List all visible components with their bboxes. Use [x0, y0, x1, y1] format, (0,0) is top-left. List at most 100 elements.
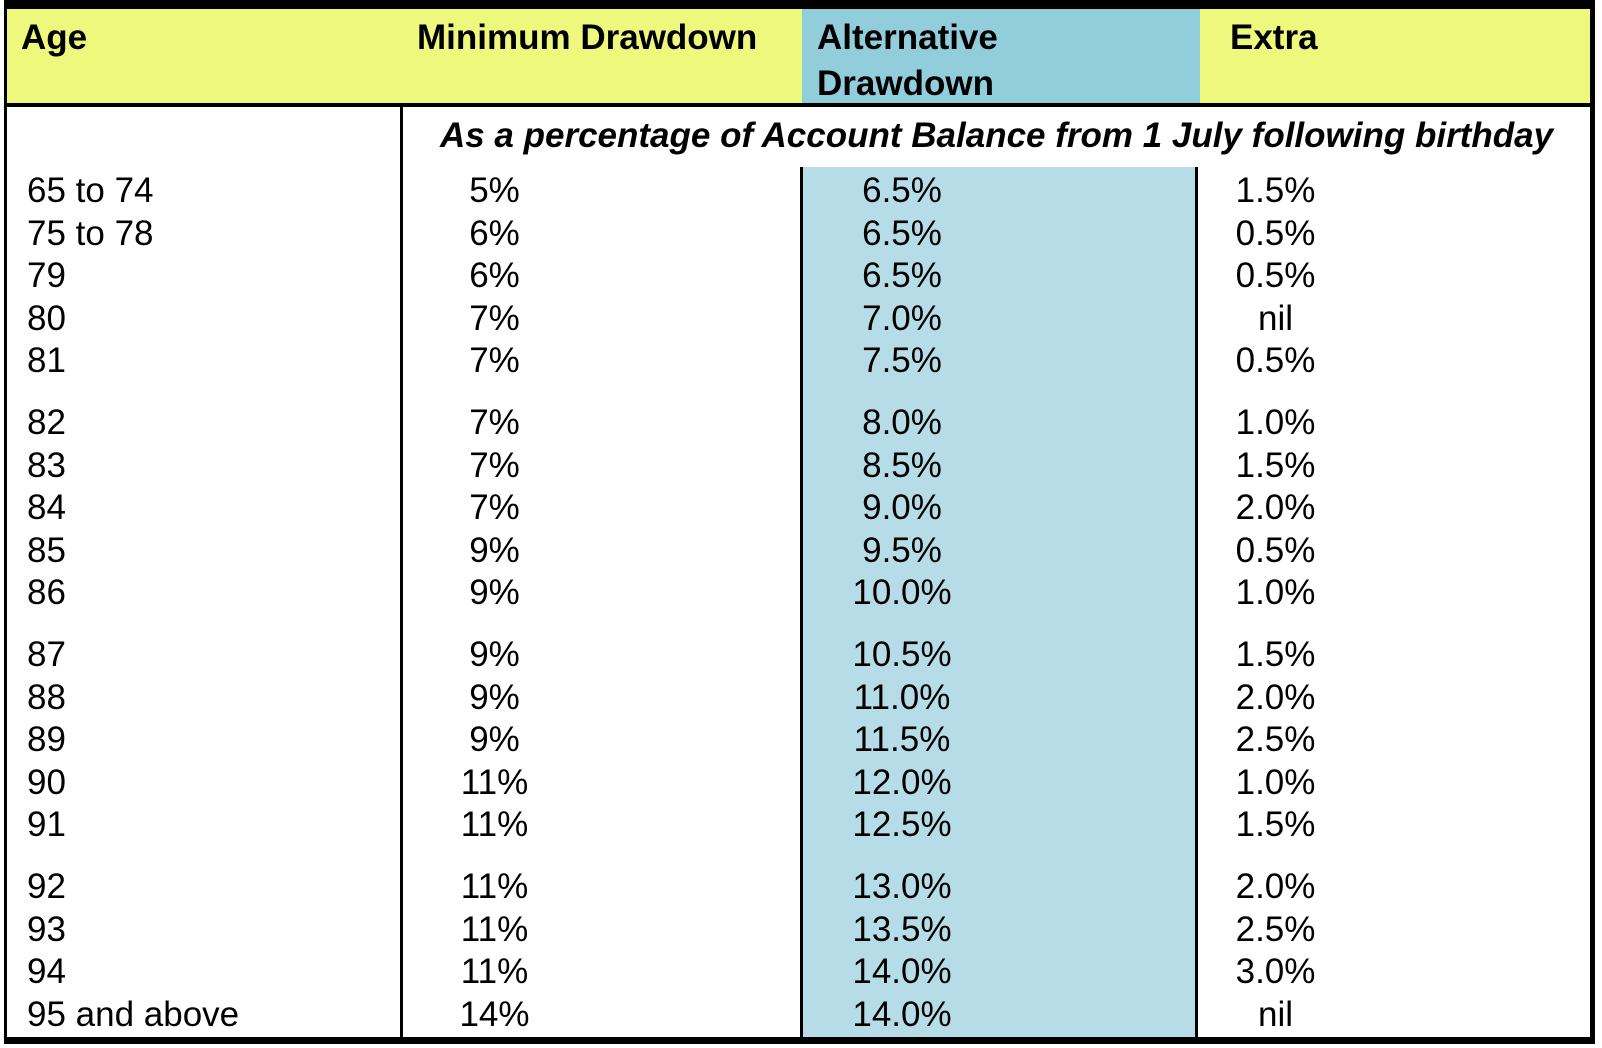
- minimum-drawdown-cell: 7%: [469, 402, 520, 442]
- col-header-extra: Extra: [1230, 18, 1318, 57]
- table-row: 94 11% 14.0% 3.0%: [7, 951, 1590, 994]
- table-row: 90 11% 12.0% 1.0%: [7, 762, 1590, 805]
- extra-cell: 2.0%: [1235, 866, 1316, 906]
- age-cell: 84: [27, 488, 66, 528]
- minimum-drawdown-cell: 11%: [460, 805, 529, 845]
- extra-cell: 3.0%: [1235, 952, 1316, 992]
- alternative-drawdown-cell: 8.0%: [862, 402, 942, 442]
- table-row: 91 11% 12.5% 1.5%: [7, 804, 1590, 847]
- alternative-drawdown-cell: 8.5%: [862, 445, 942, 485]
- minimum-drawdown-cell: 6%: [469, 256, 520, 296]
- extra-cell: 1.5%: [1235, 805, 1316, 845]
- table-row: 79 6% 6.5% 0.5%: [7, 255, 1590, 298]
- alternative-drawdown-cell: 9.5%: [862, 530, 942, 570]
- minimum-drawdown-cell: 9%: [469, 573, 520, 613]
- extra-cell: 1.5%: [1235, 634, 1316, 674]
- minimum-drawdown-cell: 7%: [469, 445, 520, 485]
- age-cell: 91: [27, 805, 66, 845]
- age-cell: 83: [27, 445, 66, 485]
- age-column-divider-line: [400, 107, 403, 1037]
- age-cell: 89: [27, 720, 66, 760]
- alternative-drawdown-cell: 6.5%: [862, 256, 942, 296]
- table-row: 84 7% 9.0% 2.0%: [7, 487, 1590, 530]
- alternative-drawdown-cell: 14.0%: [852, 952, 952, 992]
- subheader-note: As a percentage of Account Balance from …: [439, 116, 1554, 155]
- minimum-drawdown-cell: 11%: [460, 762, 529, 802]
- extra-cell: 1.5%: [1235, 171, 1316, 210]
- drawdown-table: Age Minimum Drawdown Alternative Drawdow…: [4, 0, 1595, 1044]
- table-row: 81 7% 7.5% 0.5%: [7, 340, 1590, 383]
- extra-cell: 1.5%: [1235, 445, 1316, 485]
- minimum-drawdown-cell: 9%: [469, 720, 520, 760]
- alternative-drawdown-cell: 13.5%: [852, 909, 952, 949]
- alternative-drawdown-cell: 6.5%: [862, 213, 942, 253]
- table-row: 89 9% 11.5% 2.5%: [7, 719, 1590, 762]
- minimum-drawdown-cell: 14%: [459, 994, 530, 1034]
- extra-cell: 0.5%: [1235, 213, 1316, 253]
- age-cell: 85: [27, 530, 66, 570]
- extra-cell: nil: [1257, 298, 1294, 338]
- extra-cell: 2.0%: [1235, 677, 1316, 717]
- extra-cell: 2.5%: [1235, 720, 1316, 760]
- table-row: 86 9% 10.0% 1.0%: [7, 572, 1590, 615]
- alternative-drawdown-cell: 14.0%: [852, 994, 952, 1034]
- alternative-drawdown-cell: 10.0%: [852, 573, 952, 613]
- minimum-drawdown-cell: 5%: [469, 171, 520, 210]
- alternative-drawdown-cell: 13.0%: [852, 866, 952, 906]
- alternative-drawdown-cell: 11.0%: [853, 677, 951, 717]
- age-cell: 75 to 78: [27, 213, 154, 253]
- extra-cell: 0.5%: [1235, 256, 1316, 296]
- minimum-drawdown-cell: 11%: [460, 909, 529, 949]
- minimum-drawdown-cell: 9%: [469, 530, 520, 570]
- table-row: 93 11% 13.5% 2.5%: [7, 909, 1590, 952]
- alternative-drawdown-cell: 9.0%: [862, 488, 942, 528]
- age-cell: 65 to 74: [27, 171, 154, 210]
- extra-cell: 0.5%: [1235, 530, 1316, 570]
- minimum-drawdown-cell: 11%: [460, 952, 529, 992]
- extra-cell: 1.0%: [1235, 762, 1316, 802]
- age-cell: 95 and above: [27, 994, 240, 1034]
- extra-cell: 2.0%: [1235, 488, 1316, 528]
- age-cell: 93: [27, 909, 66, 949]
- table-body: As a percentage of Account Balance from …: [7, 107, 1590, 1037]
- col-header-alternative-drawdown: Alternative Drawdown: [817, 18, 998, 103]
- alternative-drawdown-cell: 11.5%: [853, 720, 951, 760]
- subheader-row: As a percentage of Account Balance from …: [7, 107, 1590, 167]
- table-row: 65 to 74 5% 6.5% 1.5%: [7, 170, 1590, 213]
- age-cell: 87: [27, 634, 66, 674]
- age-cell: 81: [27, 341, 66, 381]
- age-cell: 94: [27, 952, 66, 992]
- table-row: 92 11% 13.0% 2.0%: [7, 866, 1590, 909]
- age-cell: 82: [27, 402, 66, 442]
- alternative-drawdown-cell: 7.0%: [862, 298, 942, 338]
- alternative-drawdown-header-highlight: Alternative Drawdown: [802, 9, 1200, 103]
- age-cell: 90: [27, 762, 66, 802]
- data-rows: 65 to 74 5% 6.5% 1.5% 75 to 78 6% 6.5% 0…: [7, 167, 1590, 1036]
- extra-cell: 2.5%: [1235, 909, 1316, 949]
- alternative-drawdown-cell: 12.5%: [852, 805, 952, 845]
- minimum-drawdown-cell: 6%: [469, 213, 520, 253]
- extra-cell: 1.0%: [1235, 402, 1316, 442]
- minimum-drawdown-cell: 11%: [460, 866, 529, 906]
- alternative-drawdown-column-highlight: [800, 167, 1198, 1037]
- table-row: 80 7% 7.0% nil: [7, 298, 1590, 341]
- table-row: 87 9% 10.5% 1.5%: [7, 634, 1590, 677]
- header-divider-line: [7, 103, 1590, 107]
- alternative-drawdown-cell: 7.5%: [862, 341, 942, 381]
- age-cell: 92: [27, 866, 66, 906]
- age-cell: 80: [27, 298, 66, 338]
- table-row: 88 9% 11.0% 2.0%: [7, 677, 1590, 720]
- table-row: 95 and above 14% 14.0% nil: [7, 994, 1590, 1037]
- table-row: 75 to 78 6% 6.5% 0.5%: [7, 213, 1590, 256]
- col-header-age: Age: [21, 18, 88, 57]
- minimum-drawdown-cell: 9%: [469, 677, 520, 717]
- table-row: 85 9% 9.5% 0.5%: [7, 530, 1590, 573]
- minimum-drawdown-cell: 9%: [469, 634, 520, 674]
- age-cell: 79: [27, 256, 66, 296]
- table-row: 83 7% 8.5% 1.5%: [7, 445, 1590, 488]
- alternative-drawdown-cell: 10.5%: [852, 634, 952, 674]
- extra-cell: nil: [1257, 994, 1294, 1034]
- extra-cell: 0.5%: [1235, 341, 1316, 381]
- alternative-drawdown-cell: 12.0%: [852, 762, 952, 802]
